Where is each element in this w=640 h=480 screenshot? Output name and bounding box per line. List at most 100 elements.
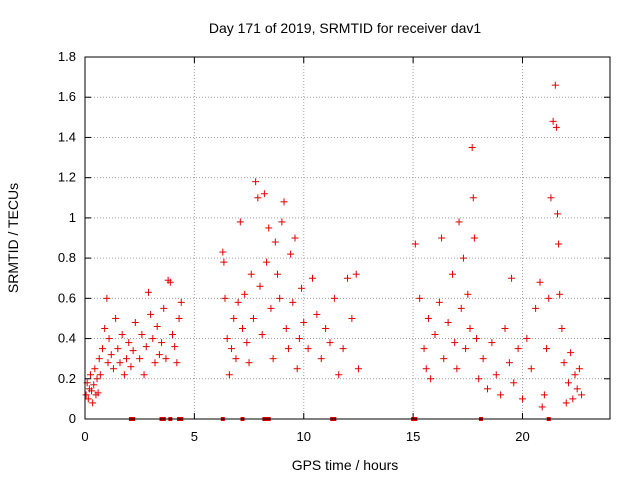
x-tick-label: 0 xyxy=(81,429,88,444)
data-point xyxy=(508,274,516,282)
data-point xyxy=(149,335,157,343)
data-point xyxy=(344,274,351,282)
data-point xyxy=(470,234,478,242)
data-point xyxy=(575,365,583,373)
data-point xyxy=(422,365,430,373)
data-point xyxy=(578,391,586,399)
data-point xyxy=(453,365,461,373)
y-tick-label: 1.4 xyxy=(58,129,76,144)
y-axis: 0 0.2 0.4 0.6 0.8 1 1.2 1.4 1.6 1.8 xyxy=(58,49,610,426)
x-axis-label: GPS time / hours xyxy=(292,457,399,473)
data-point xyxy=(300,318,308,326)
data-point xyxy=(468,144,476,151)
data-point xyxy=(424,314,432,322)
data-point xyxy=(451,339,459,347)
data-point xyxy=(551,81,559,89)
data-point xyxy=(276,294,284,302)
data-point xyxy=(109,365,117,373)
data-point xyxy=(129,347,137,355)
data-point xyxy=(440,355,448,363)
data-point xyxy=(564,379,572,387)
x-axis: 0 5 10 15 20 xyxy=(81,57,530,444)
data-point xyxy=(438,234,446,242)
y-tick-label: 0.4 xyxy=(58,331,76,346)
data-point xyxy=(175,314,183,322)
data-point xyxy=(416,294,424,302)
data-point xyxy=(497,391,505,399)
data-point xyxy=(555,240,563,248)
data-point xyxy=(523,335,531,343)
data-point xyxy=(431,331,439,339)
data-point xyxy=(93,375,101,383)
data-point xyxy=(411,240,419,248)
data-point xyxy=(505,359,513,367)
data-point xyxy=(284,345,292,353)
y-tick-label: 1 xyxy=(69,210,76,225)
data-point xyxy=(291,234,299,242)
data-point xyxy=(569,395,577,403)
data-point xyxy=(88,387,96,395)
data-point xyxy=(91,365,99,373)
data-point xyxy=(241,290,249,298)
data-point xyxy=(258,331,266,339)
data-point xyxy=(435,298,443,306)
data-point xyxy=(173,359,181,367)
data-point xyxy=(543,345,551,353)
data-point xyxy=(313,310,321,318)
data-point xyxy=(153,322,161,330)
data-point xyxy=(230,314,238,322)
data-point xyxy=(84,395,92,403)
data-point xyxy=(269,355,277,363)
data-point xyxy=(335,371,343,379)
y-tick-label: 1.6 xyxy=(58,89,76,104)
y-tick-label: 0.8 xyxy=(58,250,76,265)
data-point xyxy=(136,355,144,363)
data-point xyxy=(86,371,94,379)
data-point xyxy=(99,345,106,353)
data-point xyxy=(131,318,139,326)
data-point xyxy=(464,290,472,298)
data-point xyxy=(160,304,168,312)
data-point xyxy=(114,345,122,353)
data-point xyxy=(549,117,557,125)
data-point xyxy=(256,282,264,290)
data-point xyxy=(90,381,98,389)
data-point xyxy=(317,355,325,363)
data-point xyxy=(120,371,128,379)
data-point xyxy=(239,325,246,332)
data-point xyxy=(304,345,312,353)
data-point xyxy=(123,355,131,363)
data-point xyxy=(573,385,581,393)
data-point xyxy=(562,399,570,407)
data-point xyxy=(484,385,491,393)
y-tick-label: 1.2 xyxy=(58,170,76,185)
data-point xyxy=(234,298,242,306)
data-point xyxy=(107,351,115,359)
grid-lines xyxy=(85,57,610,419)
data-point xyxy=(547,194,555,202)
data-point xyxy=(245,359,253,367)
data-point xyxy=(125,339,133,347)
data-point xyxy=(532,304,540,312)
data-point xyxy=(538,403,546,411)
plot-frame xyxy=(84,56,611,420)
data-point xyxy=(103,294,111,302)
data-point xyxy=(94,389,102,397)
data-point xyxy=(527,365,535,373)
data-point xyxy=(247,270,255,278)
data-point xyxy=(225,371,233,379)
data-point xyxy=(140,371,148,379)
data-point xyxy=(298,284,306,292)
data-point xyxy=(166,278,174,286)
data-point xyxy=(552,123,560,131)
data-point xyxy=(220,258,228,266)
data-point xyxy=(348,314,356,322)
data-point xyxy=(82,391,90,399)
data-point xyxy=(449,270,456,278)
data-point xyxy=(473,335,481,343)
x-tick-label: 5 xyxy=(191,429,198,444)
data-point xyxy=(280,198,288,206)
data-point xyxy=(127,363,135,371)
data-point xyxy=(177,298,185,306)
